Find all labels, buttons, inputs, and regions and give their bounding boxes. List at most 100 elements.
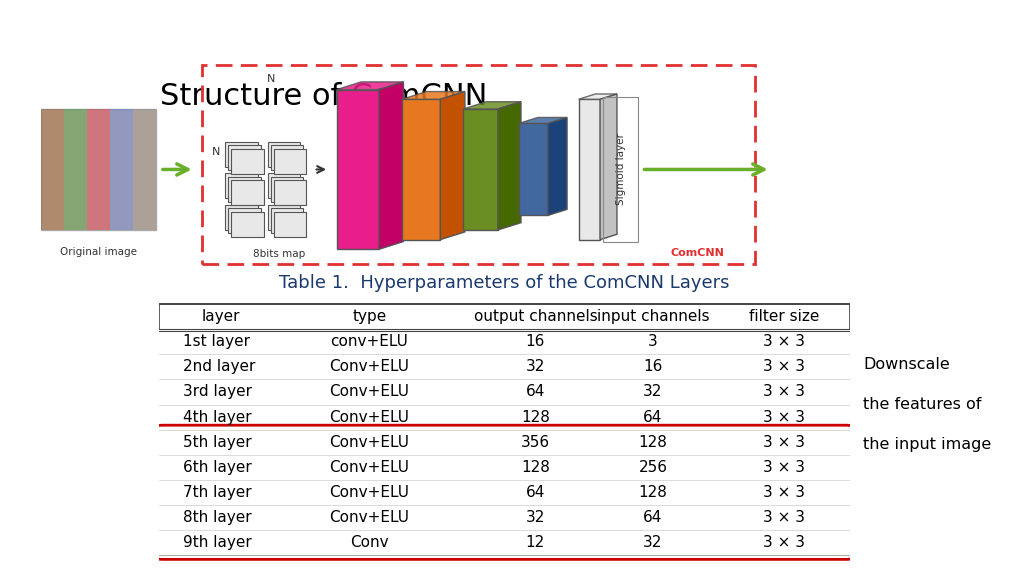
Text: Sigmoid layer: Sigmoid layer (615, 134, 626, 206)
Text: 64: 64 (643, 410, 663, 425)
Text: the features of: the features of (863, 397, 982, 412)
Text: N: N (212, 147, 220, 157)
Text: 128: 128 (639, 485, 668, 500)
Text: 8th layer: 8th layer (183, 510, 252, 525)
Text: 3 × 3: 3 × 3 (763, 510, 805, 525)
Text: 128: 128 (521, 410, 550, 425)
Bar (159, 354, 850, 380)
Text: 64: 64 (525, 485, 545, 500)
Bar (159, 480, 850, 505)
Text: N: N (267, 74, 275, 84)
Text: Conv: Conv (350, 536, 389, 551)
Text: Conv+ELU: Conv+ELU (330, 410, 410, 425)
Bar (270, 145, 303, 170)
Text: 16: 16 (525, 334, 545, 349)
Bar (267, 205, 300, 230)
Bar (464, 109, 498, 230)
Text: 3: 3 (648, 334, 657, 349)
Text: 3 × 3: 3 × 3 (763, 460, 805, 475)
Bar (228, 177, 261, 202)
Text: 2nd layer: 2nd layer (183, 359, 255, 374)
Text: layer: layer (202, 309, 241, 324)
Bar (41, 109, 63, 230)
Text: ComCNN: ComCNN (671, 248, 725, 258)
Text: 12: 12 (525, 536, 545, 551)
Text: 128: 128 (639, 435, 668, 450)
Bar (159, 380, 850, 404)
Bar (159, 455, 850, 480)
Polygon shape (519, 118, 567, 123)
Bar (231, 180, 264, 205)
Text: 8bits map: 8bits map (253, 249, 305, 259)
Text: 16: 16 (643, 359, 663, 374)
Text: 1st layer: 1st layer (183, 334, 250, 349)
Bar (231, 211, 264, 237)
Bar (273, 211, 306, 237)
Bar (111, 109, 133, 230)
Text: Structure of ComCNN: Structure of ComCNN (160, 82, 487, 111)
Text: 3 × 3: 3 × 3 (763, 334, 805, 349)
Text: Original image: Original image (60, 247, 137, 257)
Bar (159, 505, 850, 530)
Bar (225, 142, 258, 167)
Text: 3 × 3: 3 × 3 (763, 359, 805, 374)
Text: 32: 32 (525, 510, 545, 525)
Bar (87, 109, 111, 230)
FancyBboxPatch shape (41, 109, 157, 230)
Bar (159, 530, 850, 555)
Polygon shape (440, 92, 465, 240)
Bar (225, 205, 258, 230)
Bar (159, 430, 850, 455)
Text: 256: 256 (638, 460, 668, 475)
Text: Conv+ELU: Conv+ELU (330, 460, 410, 475)
Text: 3rd layer: 3rd layer (183, 384, 252, 400)
Text: Downscale: Downscale (863, 357, 950, 372)
Text: Conv+ELU: Conv+ELU (330, 485, 410, 500)
Text: Conv+ELU: Conv+ELU (330, 359, 410, 374)
Text: 5th layer: 5th layer (183, 435, 252, 450)
Text: Table 1.  Hyperparameters of the ComCNN Layers: Table 1. Hyperparameters of the ComCNN L… (280, 274, 729, 292)
Polygon shape (498, 102, 521, 230)
Bar (159, 329, 850, 354)
Text: 3 × 3: 3 × 3 (763, 384, 805, 400)
Text: 32: 32 (525, 359, 545, 374)
Text: 356: 356 (521, 435, 550, 450)
Bar (228, 145, 261, 170)
Text: input channels: input channels (597, 309, 710, 324)
Text: 3 × 3: 3 × 3 (763, 536, 805, 551)
Bar (603, 97, 638, 242)
Text: 4th layer: 4th layer (183, 410, 252, 425)
Text: 7th layer: 7th layer (183, 485, 252, 500)
Text: 9th layer: 9th layer (183, 536, 252, 551)
Text: 6th layer: 6th layer (183, 460, 252, 475)
Polygon shape (337, 82, 403, 90)
Bar (267, 142, 300, 167)
Polygon shape (402, 92, 465, 99)
Bar (133, 109, 157, 230)
Text: 64: 64 (643, 510, 663, 525)
Bar (337, 90, 379, 249)
Text: 3 × 3: 3 × 3 (763, 410, 805, 425)
Bar (63, 109, 87, 230)
Bar (225, 173, 258, 199)
Text: Conv+ELU: Conv+ELU (330, 384, 410, 400)
Text: type: type (352, 309, 387, 324)
Bar (402, 99, 440, 240)
Bar (519, 123, 548, 215)
Bar (159, 404, 850, 430)
Bar (267, 173, 300, 199)
Text: 32: 32 (643, 384, 663, 400)
Bar (270, 208, 303, 233)
Bar (273, 149, 306, 174)
Text: Conv+ELU: Conv+ELU (330, 510, 410, 525)
Polygon shape (464, 102, 521, 109)
Bar (159, 304, 850, 555)
Text: conv+ELU: conv+ELU (331, 334, 409, 349)
Polygon shape (548, 118, 567, 215)
Bar (231, 149, 264, 174)
Bar (270, 177, 303, 202)
Text: 64: 64 (525, 384, 545, 400)
Text: 128: 128 (521, 460, 550, 475)
Text: 3 × 3: 3 × 3 (763, 485, 805, 500)
Bar (579, 99, 600, 240)
